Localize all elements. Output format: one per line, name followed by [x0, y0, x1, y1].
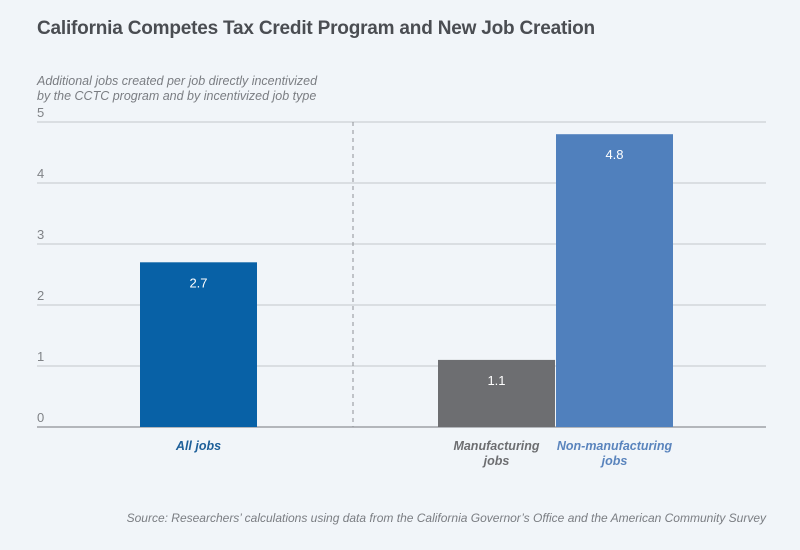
y-tick-label: 4 [37, 166, 44, 181]
y-tick-label: 1 [37, 349, 44, 364]
y-axis-label: Additional jobs created per job directly… [37, 74, 317, 104]
category-label: Non-manufacturing [557, 439, 673, 453]
y-tick-label: 3 [37, 227, 44, 242]
bar-non-manufacturing-jobs [556, 134, 673, 427]
bar-manufacturing-jobs [438, 359, 555, 427]
y-axis-label-line: by the CCTC program and by incentivized … [37, 89, 317, 103]
category-label: Manufacturing [453, 439, 539, 453]
bar-value-label: 1.1 [487, 373, 505, 388]
bar-value-label: 2.7 [189, 275, 207, 290]
y-axis-label-line: Additional jobs created per job directly… [37, 74, 318, 88]
bar-value-label: 4.8 [605, 147, 623, 162]
chart-title: California Competes Tax Credit Program a… [37, 18, 595, 39]
bar-all-jobs [140, 262, 257, 427]
category-label: All jobs [175, 439, 221, 453]
category-label: jobs [482, 454, 510, 468]
y-tick-label: 5 [37, 105, 44, 120]
category-label: jobs [600, 454, 628, 468]
y-tick-label: 0 [37, 410, 44, 425]
y-tick-label: 2 [37, 288, 44, 303]
source-note: Source: Researchers’ calculations using … [126, 511, 766, 525]
